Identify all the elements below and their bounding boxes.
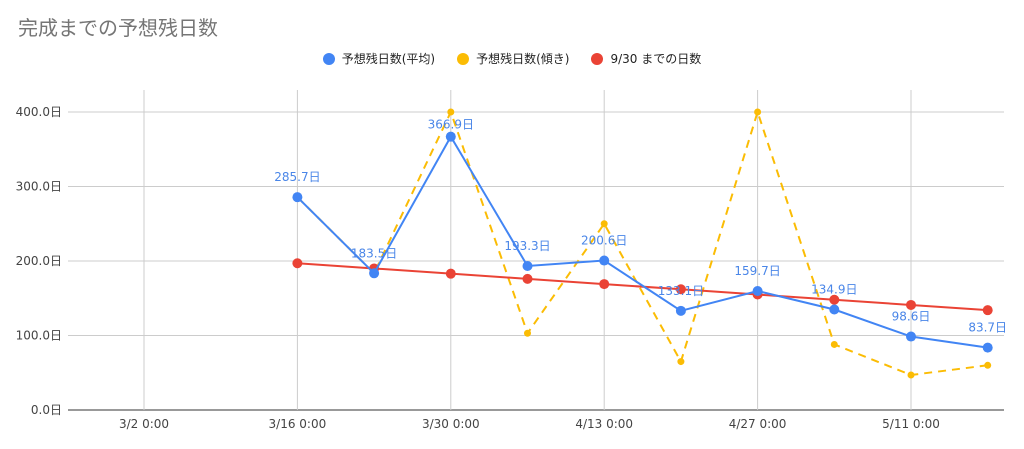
data-point [830,340,838,348]
legend: 予想残日数(平均) 予想残日数(傾き) 9/30 までの日数 [0,50,1024,67]
y-tick-label: 300.0日 [16,180,62,194]
legend-item-slope[interactable]: 予想残日数(傾き) [457,50,569,67]
data-point [445,131,456,142]
x-tick-label: 3/2 0:00 [119,417,169,431]
y-tick-label: 400.0日 [16,105,62,119]
data-point [600,220,608,228]
data-label: 159.7日 [734,264,780,278]
x-tick-label: 4/27 0:00 [729,417,787,431]
data-point [754,108,762,116]
data-point [829,294,840,305]
data-label: 193.3日 [504,239,550,253]
data-point [599,255,610,266]
data-point [292,258,303,269]
data-label: 98.6日 [892,310,931,324]
legend-marker-slope [457,52,470,65]
data-point [599,279,610,290]
data-point [675,284,686,295]
data-point [829,304,840,315]
y-tick-label: 100.0日 [16,329,62,343]
data-label: 200.6日 [581,234,627,248]
legend-label-slope: 予想残日数(傾き) [476,52,570,66]
legend-marker-average [322,52,335,65]
legend-item-average[interactable]: 予想残日数(平均) [322,50,436,67]
data-point [292,192,303,203]
data-label: 366.9日 [428,118,474,132]
data-label: 183.5日 [351,246,397,260]
data-point [906,331,916,342]
legend-label-days-until: 9/30 までの日数 [610,52,702,66]
data-label: 285.7日 [274,170,320,184]
data-point [524,329,531,337]
chart-title: 完成までの予想残日数 [18,16,218,40]
x-tick-label: 3/16 0:00 [269,417,327,431]
data-point [982,305,993,316]
data-point [982,342,993,353]
series-line-1 [296,108,988,377]
data-point [675,305,686,316]
data-label: 83.7日 [968,321,1007,335]
x-tick-label: 5/11 0:00 [882,417,940,431]
legend-marker-days-until [591,52,604,65]
data-point [907,371,915,379]
legend-label-average: 予想残日数(平均) [341,52,436,66]
data-point [522,260,533,271]
x-tick-label: 3/30 0:00 [422,417,480,431]
data-point [677,358,685,366]
data-point [447,108,455,116]
y-tick-label: 0.0日 [31,403,62,417]
legend-item-days-until[interactable]: 9/30 までの日数 [591,50,701,67]
y-tick-label: 200.0日 [16,254,62,268]
data-point [369,268,380,279]
data-label: 134.9日 [811,282,857,296]
data-point [906,299,916,310]
data-point [445,268,456,279]
data-label: 133.1日 [658,284,704,298]
data-point [752,286,763,297]
series-line-0 [296,134,988,349]
data-point [984,361,992,369]
data-point [522,273,533,284]
x-tick-label: 4/13 0:00 [575,417,633,431]
